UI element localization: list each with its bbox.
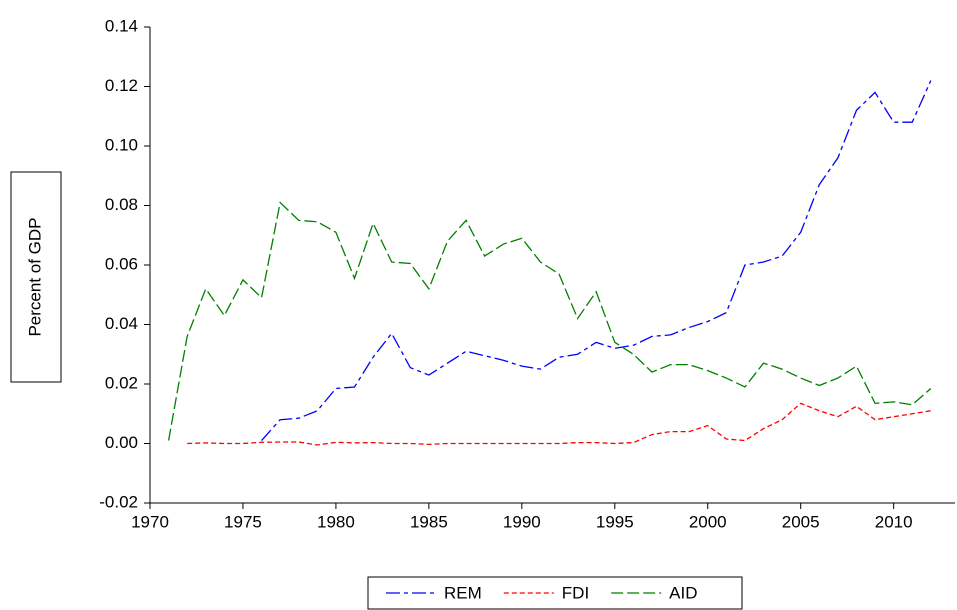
y-tick-label: 0.06 xyxy=(105,254,138,273)
legend-label: REM xyxy=(444,583,482,602)
legend-label: AID xyxy=(669,583,697,602)
x-tick-label: 2000 xyxy=(689,512,727,531)
y-tick-label: 0.02 xyxy=(105,373,138,392)
y-tick-label: 0.10 xyxy=(105,135,138,154)
y-label-frame xyxy=(10,171,62,383)
x-tick-label: 2005 xyxy=(782,512,820,531)
legend-label: FDI xyxy=(562,583,589,602)
y-tick-label: 0.14 xyxy=(105,16,138,35)
legend: REM FDI AID xyxy=(367,576,743,610)
y-label-box: Percent of GDP xyxy=(10,171,62,383)
x-tick-label: 1975 xyxy=(224,512,262,531)
y-axis-label: Percent of GDP xyxy=(25,217,44,336)
x-tick-label: 1990 xyxy=(503,512,541,531)
x-tick-label: 2010 xyxy=(875,512,913,531)
x-tick-label: 1995 xyxy=(596,512,634,531)
x-tick-label: 1970 xyxy=(131,512,169,531)
y-tick-label: 0.00 xyxy=(105,433,138,452)
y-tick-label: -0.02 xyxy=(99,492,138,511)
y-tick-label: 0.12 xyxy=(105,76,138,95)
y-tick-label: 0.04 xyxy=(105,314,138,333)
y-tick-label: 0.08 xyxy=(105,195,138,214)
line-series xyxy=(187,402,931,446)
x-tick-label: 1980 xyxy=(317,512,355,531)
line-series xyxy=(167,201,932,441)
x-tick-label: 1985 xyxy=(410,512,448,531)
line-series xyxy=(261,80,932,441)
